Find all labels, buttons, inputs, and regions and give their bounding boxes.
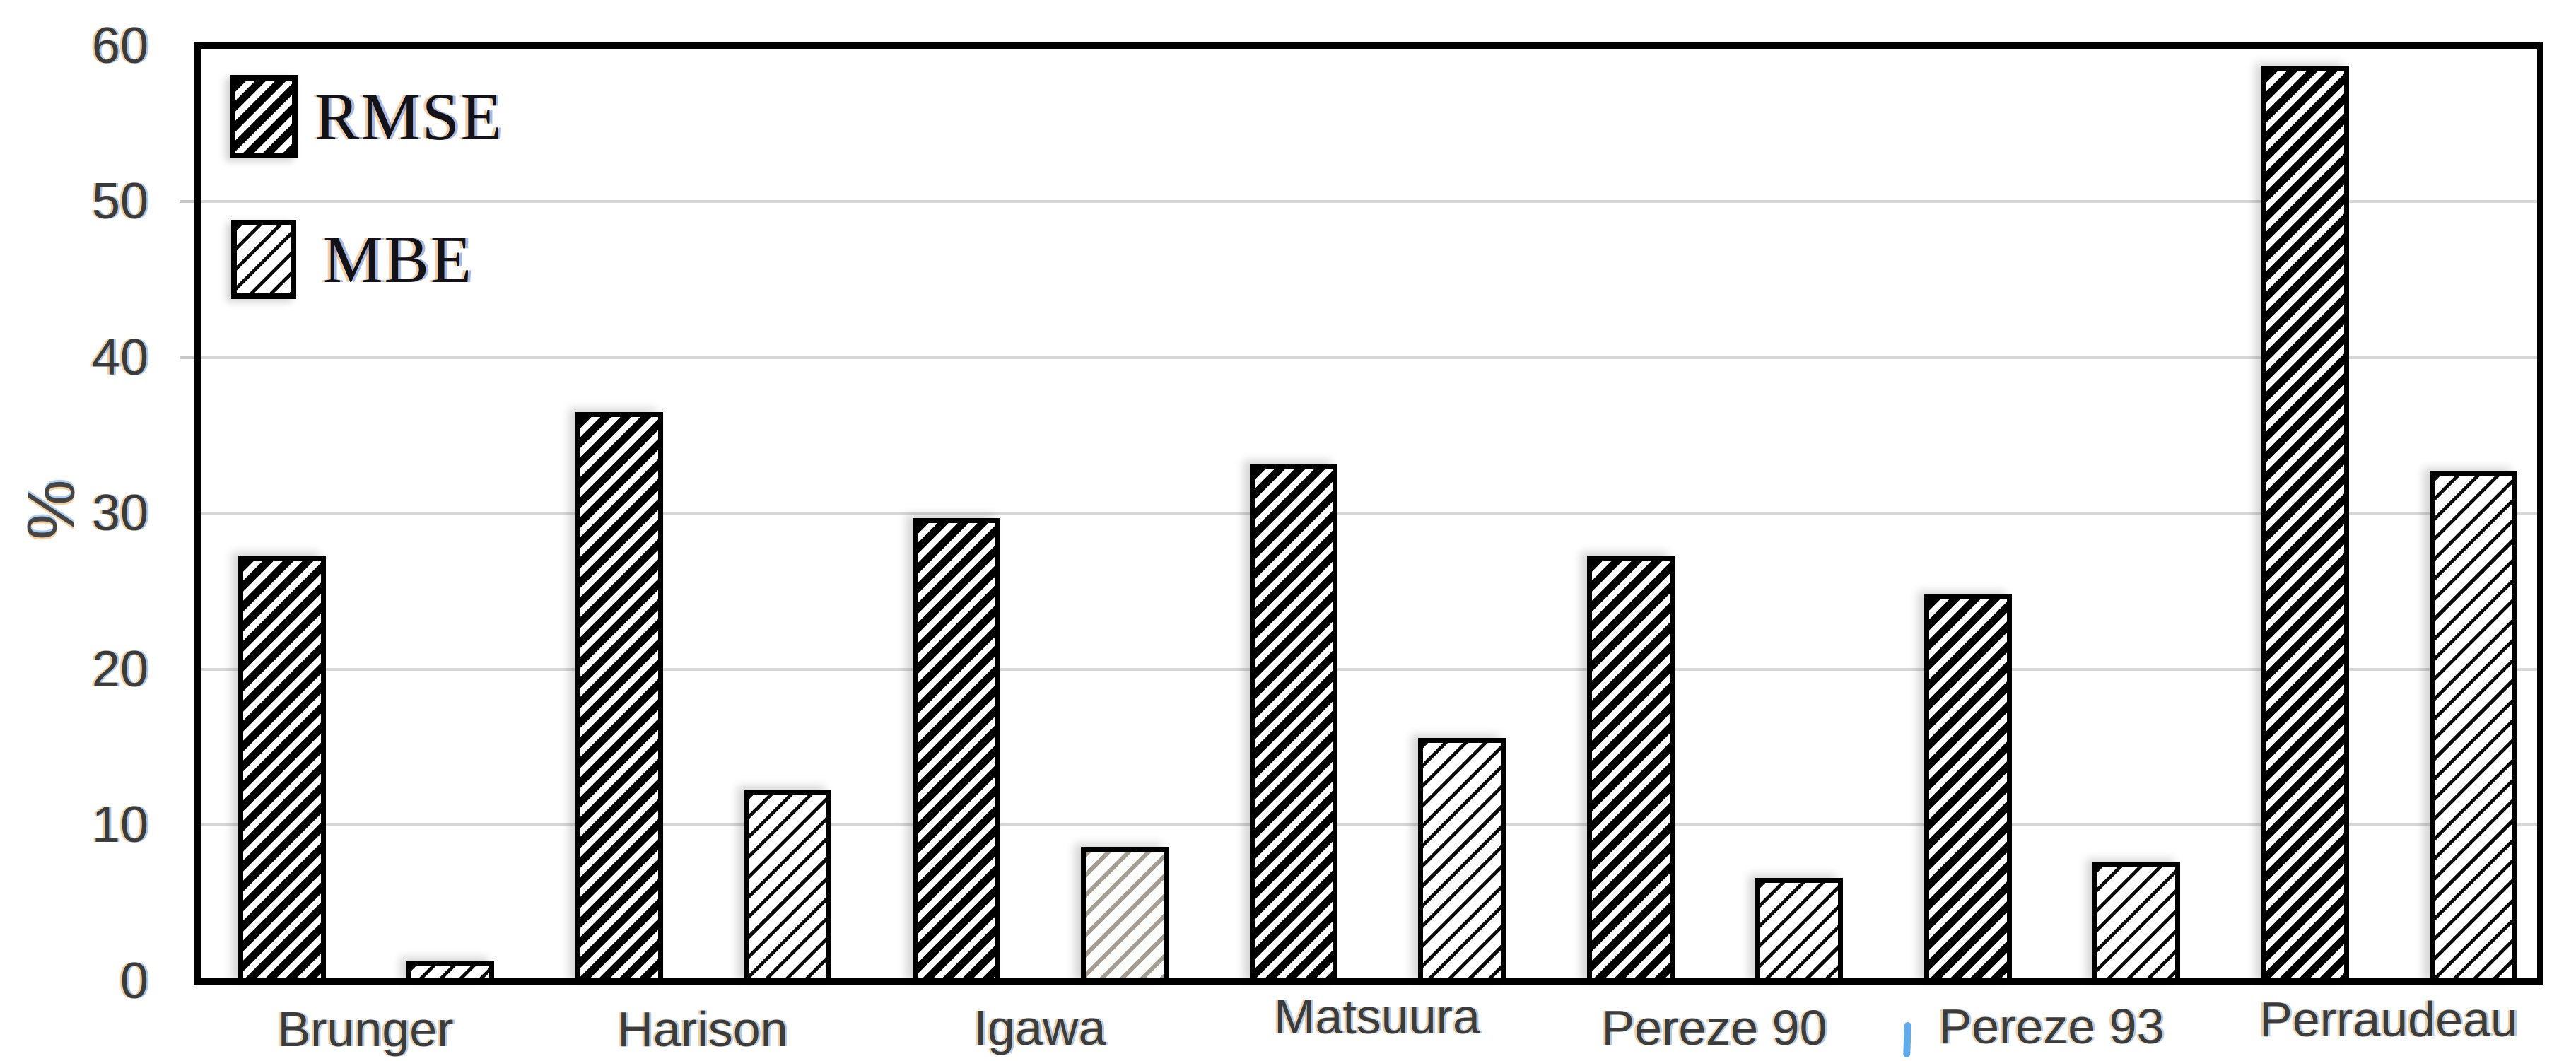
gridline-40 (201, 356, 2537, 359)
x-tick-label-pereze-90: Pereze 90 (1601, 1000, 1827, 1055)
y-tick-label-40: 40 (91, 329, 148, 386)
x-tick-label-perraudeau: Perraudeau (2259, 992, 2518, 1047)
legend-label-rmse: RMSE (315, 79, 503, 154)
x-tick-label-pereze-93: Pereze 93 (1938, 999, 2165, 1054)
y-tick-label-20: 20 (91, 641, 148, 698)
legend-swatch-mbe-icon (231, 220, 296, 299)
x-tick-label-igawa: Igawa (973, 1000, 1106, 1055)
x-tick-label-brunger: Brunger (277, 1002, 454, 1057)
bar-mbe-brunger (406, 961, 494, 984)
bar-mbe-matsuura (1418, 738, 1506, 984)
x-tick-label-harison: Harison (617, 1002, 788, 1057)
bar-mbe-pereze-90 (1755, 878, 1843, 984)
bar-rmse-matsuura (1250, 464, 1337, 984)
y-axis-tick-mark-50 (180, 200, 197, 203)
bar-rmse-pereze-93 (1924, 594, 2012, 984)
bar-rmse-perraudeau (2261, 66, 2349, 984)
y-axis-tick-mark-40 (180, 356, 197, 359)
legend-item-mbe: MBE (231, 220, 473, 299)
x-tick-label-matsuura: Matsuura (1274, 989, 1480, 1044)
legend-item-rmse: RMSE (230, 75, 503, 158)
bar-mbe-perraudeau (2430, 471, 2517, 984)
bar-mbe-harison (744, 790, 831, 984)
bar-rmse-harison (575, 412, 663, 984)
bar-mbe-igawa (1081, 847, 1169, 984)
bar-rmse-brunger (238, 556, 326, 984)
y-tick-label-0: 0 (119, 953, 148, 1009)
bar-mbe-pereze-93 (2092, 862, 2180, 984)
y-tick-label-10: 10 (91, 797, 148, 853)
y-tick-label-30: 30 (91, 485, 148, 541)
bar-rmse-pereze-90 (1587, 556, 1675, 984)
gridline-30 (201, 512, 2537, 515)
gridline-10 (201, 823, 2537, 826)
y-tick-label-50: 50 (91, 173, 148, 230)
gridline-20 (201, 668, 2537, 671)
legend-swatch-rmse-icon (230, 75, 298, 158)
gridline-50 (201, 200, 2537, 203)
legend-label-mbe: MBE (323, 222, 473, 297)
y-tick-label-60: 60 (91, 18, 148, 74)
bar-rmse-igawa (913, 518, 1000, 984)
